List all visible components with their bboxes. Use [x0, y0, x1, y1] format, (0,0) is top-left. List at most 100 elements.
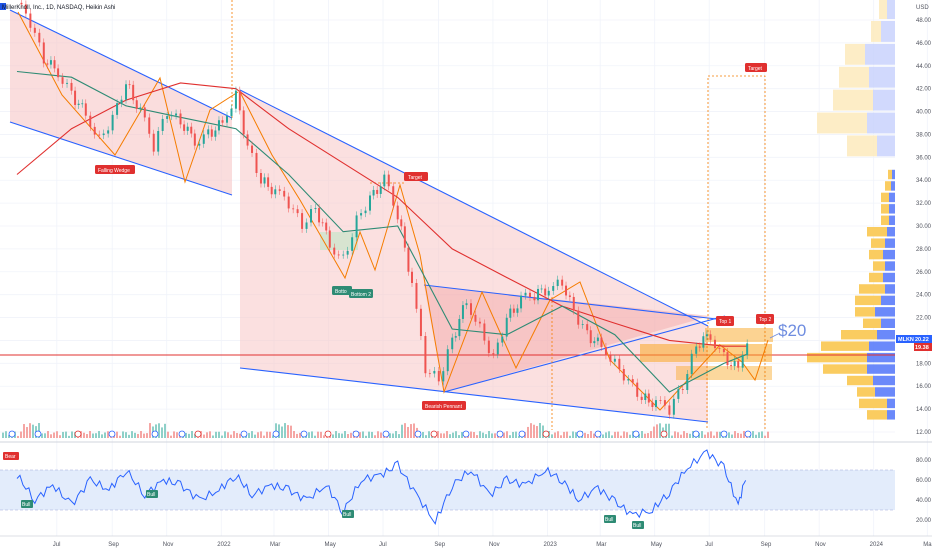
- candle-body: [709, 334, 712, 340]
- volume-bar: [59, 435, 61, 438]
- vp-bar-down: [885, 284, 895, 294]
- volume-bar: [89, 431, 91, 438]
- candle-body: [647, 393, 650, 403]
- price-tick-label: 34.00: [916, 178, 932, 184]
- volume-bar: [704, 434, 706, 438]
- symbol-header[interactable]: MillerKnoll, Inc., 1D, NASDAQ, Heikin As…: [0, 3, 115, 11]
- vp-bar-down-faded: [887, 0, 895, 20]
- rsi-pane[interactable]: 20.00 40.00 60.00 80.00 Bear Bull Bull Bull…: [0, 441, 932, 529]
- candle-body: [659, 400, 662, 401]
- volume-bar: [653, 426, 655, 438]
- vp-bar-down: [881, 295, 895, 306]
- volume-bar: [602, 434, 604, 438]
- vp-bar-up: [855, 307, 875, 317]
- time-tick-label: Sep: [434, 542, 445, 548]
- time-axis[interactable]: Jul Sep Nov 2022 Mar May Jul Sep Nov 2023 Mar May Ju…: [0, 535, 932, 548]
- vp-bar-down: [877, 330, 895, 340]
- candle-body: [152, 133, 155, 152]
- candle-body: [321, 222, 324, 224]
- candle-body: [161, 118, 164, 131]
- vp-bar-up: [881, 204, 889, 214]
- channel-upper-line: [239, 89, 709, 327]
- volume-bar: [758, 432, 760, 438]
- candle-body: [469, 303, 472, 315]
- volume-bar: [515, 431, 517, 438]
- volume-bar: [56, 431, 58, 438]
- vp-bar-down: [891, 181, 895, 191]
- candle-body: [419, 308, 422, 337]
- rsi-tick-label: 40.00: [916, 498, 932, 504]
- candle-body: [333, 247, 336, 255]
- volume-bar: [503, 432, 505, 438]
- candle-body: [433, 370, 436, 374]
- vp-bar-up: [847, 375, 873, 386]
- volume-bar: [551, 434, 553, 438]
- volume-bar: [563, 431, 565, 438]
- candle-body: [528, 292, 531, 297]
- volume-bar: [701, 431, 703, 438]
- candle-body: [537, 288, 540, 301]
- volume-bar: [272, 435, 274, 438]
- vp-bar-up-faded: [839, 66, 869, 88]
- volume-bar: [506, 431, 508, 438]
- volume-bar: [446, 431, 448, 438]
- vp-bar-down: [875, 387, 895, 397]
- volume-bar: [5, 431, 7, 438]
- candle-body: [157, 130, 160, 152]
- volume-bar: [233, 431, 235, 438]
- vp-bar-up-faded: [879, 0, 887, 20]
- candle-body: [705, 334, 708, 337]
- volume-bar: [323, 435, 325, 438]
- volume-bar: [377, 431, 379, 438]
- volume-bar: [320, 431, 322, 438]
- candle-body: [695, 346, 698, 354]
- volume-bar: [518, 435, 520, 438]
- volume-bar: [509, 435, 511, 438]
- price-tags: MLKN 20.22 19.38: [896, 335, 932, 351]
- volume-bar: [764, 435, 766, 438]
- volume-bar: [20, 431, 22, 438]
- volume-bar: [644, 433, 646, 438]
- event-marker: [692, 430, 700, 438]
- volume-bar: [656, 424, 658, 438]
- candle-body: [733, 360, 736, 367]
- channel-lower-line: [239, 367, 709, 423]
- candle-body: [718, 348, 721, 350]
- event-markers: [8, 430, 752, 438]
- event-marker: [300, 430, 308, 438]
- candle-body: [644, 393, 647, 401]
- time-tick-label: Nov: [163, 542, 174, 548]
- candle-body: [722, 349, 725, 353]
- price-tick-label: 12.00: [916, 430, 932, 436]
- volume-bar: [650, 431, 652, 438]
- volume-bar: [95, 433, 97, 438]
- volume-bar: [461, 432, 463, 438]
- price-axis[interactable]: USD 12.0014.0016.0018.0020.0022.0024.002…: [916, 5, 932, 436]
- volume-profile: [807, 0, 895, 420]
- candle-body: [33, 27, 36, 33]
- price-tick-label: 44.00: [916, 64, 932, 70]
- volume-bar: [107, 431, 109, 438]
- volume-bar: [335, 431, 337, 438]
- volume-bar: [674, 431, 676, 438]
- volume-bar: [665, 423, 667, 438]
- volume-bar: [161, 427, 163, 438]
- rsi-bull-text-4: Bull: [605, 517, 613, 523]
- volume-bar: [173, 431, 175, 438]
- candle-body: [238, 90, 241, 111]
- volume-bar: [269, 431, 271, 438]
- candle-body: [148, 117, 151, 134]
- volume-bar: [587, 433, 589, 438]
- volume-bar: [422, 431, 424, 438]
- candle-body: [318, 208, 321, 223]
- candle-body: [328, 230, 331, 248]
- volume-bar: [533, 424, 535, 438]
- volume-bar: [341, 433, 343, 438]
- event-marker: [272, 430, 280, 438]
- volume-bar: [485, 434, 487, 438]
- volume-bar: [227, 432, 229, 438]
- volume-bar: [482, 432, 484, 438]
- wedge-upper-line: [9, 9, 233, 119]
- volume-bar: [116, 431, 118, 438]
